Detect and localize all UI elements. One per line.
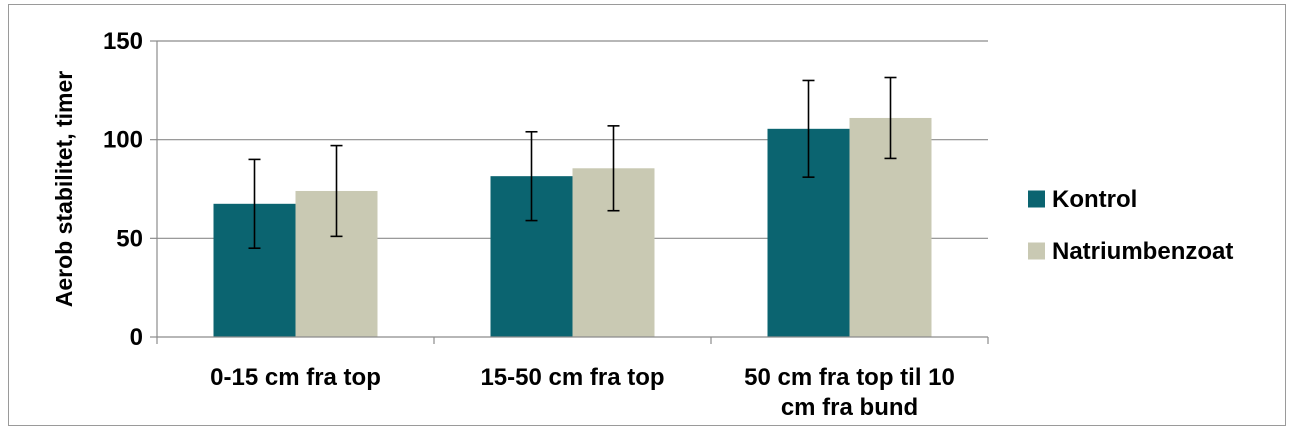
legend-label: Natriumbenzoat [1052, 238, 1233, 265]
y-tick-label: 0 [130, 324, 143, 351]
bars [213, 117, 932, 338]
x-category-label: 0-15 cm fra top [210, 364, 381, 391]
error-bars [248, 76, 897, 249]
y-tick-label: 150 [103, 28, 143, 55]
legend-swatch [1028, 242, 1045, 260]
legend-swatch [1028, 190, 1045, 208]
axis-labels: 0 50 100 150 0-15 cm fra top 15-50 cm fra top… [103, 28, 955, 421]
y-tick-label: 50 [116, 225, 143, 252]
x-category-label: 50 cm fra top til 10 [744, 364, 955, 391]
axes [150, 40, 989, 344]
chart-frame [8, 4, 1286, 426]
legend: Kontrol Natriumbenzoat [1028, 186, 1233, 265]
x-category-label: 15-50 cm fra top [480, 364, 664, 391]
legend-label: Kontrol [1052, 186, 1137, 213]
y-tick-label: 100 [103, 127, 143, 154]
y-axis-title: Aerob stabilitet, timer [51, 71, 77, 307]
x-category-label: cm fra bund [781, 394, 918, 421]
